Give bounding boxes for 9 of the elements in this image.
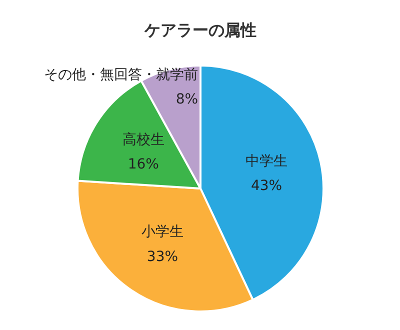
slice-label: その他・無回答・就学前 <box>44 66 198 83</box>
data-label: 16% <box>128 156 159 173</box>
slice-label: 高校生 <box>122 132 164 148</box>
data-label: 8% <box>176 92 198 108</box>
slice-label: 中学生 <box>246 153 288 170</box>
slice-label: 小学生 <box>141 224 184 240</box>
data-label: 43% <box>250 178 282 194</box>
chart-title: ケアラーの属性 <box>144 20 256 40</box>
data-label: 33% <box>146 248 178 265</box>
